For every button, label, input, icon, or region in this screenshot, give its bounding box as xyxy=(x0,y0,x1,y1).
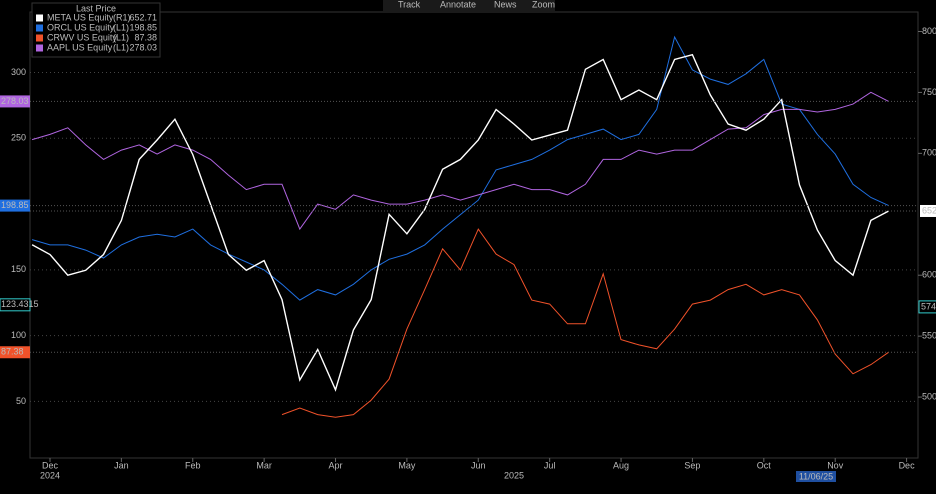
crosshair-label: 574.0 xyxy=(921,301,936,311)
legend-name: CRWV US Equity xyxy=(47,32,117,42)
x-tick-label: May xyxy=(398,460,416,470)
crosshair-date-flag xyxy=(796,471,836,482)
x-tick-label: Jul xyxy=(544,460,556,470)
crosshair-flag xyxy=(918,300,936,314)
y2-tick-label: 500 xyxy=(922,391,936,401)
y-tick-label: 250 xyxy=(11,133,26,143)
last-price-flag xyxy=(0,199,30,212)
toolbar-button[interactable]: Track xyxy=(398,0,421,9)
y-tick-label: 300 xyxy=(11,67,26,77)
legend-name: ORCL US Equity xyxy=(47,22,115,32)
legend-swatch xyxy=(36,14,43,22)
series-line xyxy=(31,53,890,392)
legend-axis: (L1) xyxy=(113,22,129,32)
last-price-flag xyxy=(0,95,30,108)
series-line xyxy=(31,91,889,231)
crosshair-date: 11/06/25 xyxy=(799,471,833,481)
y2-tick-label: 750 xyxy=(922,87,936,97)
legend-value: 198.85 xyxy=(129,22,157,32)
x-tick-label: Jan xyxy=(114,460,129,470)
toolbar-bg xyxy=(383,0,555,11)
legend-name: META US Equity xyxy=(47,12,114,22)
crosshair-flag xyxy=(0,298,31,312)
last-price-flag-label: 87.38 xyxy=(1,347,24,357)
last-price-flag-label: 278.03 xyxy=(1,96,29,106)
series-line xyxy=(281,228,889,418)
legend-axis: (L1) xyxy=(113,42,129,52)
y-tick-label: 100 xyxy=(11,330,26,340)
year-label: 2025 xyxy=(504,470,524,480)
x-tick-label: Sep xyxy=(684,460,700,470)
last-price-flag-label: 652.71 xyxy=(922,205,936,215)
legend-bg xyxy=(31,2,161,58)
legend-value: 652.71 xyxy=(129,12,157,22)
legend-swatch xyxy=(36,24,43,32)
x-tick-label: Feb xyxy=(185,460,201,470)
last-price-flag xyxy=(920,204,936,217)
x-tick-label: Jun xyxy=(471,460,486,470)
y2-tick-label: 700 xyxy=(922,148,936,158)
last-price-flag-label: 198.85 xyxy=(1,200,29,210)
toolbar-button[interactable]: Zoom xyxy=(532,0,555,9)
legend-swatch xyxy=(36,34,43,42)
y-tick-label: 150 xyxy=(11,264,26,274)
toolbar-button[interactable]: News xyxy=(494,0,517,9)
y2-tick-label: 800 xyxy=(922,26,936,36)
crosshair-label: 123.4315 xyxy=(1,299,39,309)
legend-swatch xyxy=(36,44,43,52)
plot-frame xyxy=(29,11,919,459)
year-label: 2024 xyxy=(40,470,60,480)
legend-axis: (L1) xyxy=(113,32,129,42)
x-tick-label: Apr xyxy=(329,460,343,470)
toolbar-button[interactable]: Annotate xyxy=(440,0,476,9)
x-tick-label: Aug xyxy=(613,460,629,470)
x-tick-label: Mar xyxy=(256,460,272,470)
y-tick-label: 50 xyxy=(16,396,26,406)
legend-title: Last Price xyxy=(76,3,116,13)
legend-value: 87.38 xyxy=(134,32,157,42)
x-tick-label: Nov xyxy=(827,460,844,470)
last-price-flag xyxy=(0,346,30,359)
y2-tick-label: 550 xyxy=(922,331,936,341)
legend-value: 278.03 xyxy=(129,42,157,52)
x-tick-label: Oct xyxy=(757,460,772,470)
legend-name: AAPL US Equity xyxy=(47,42,113,52)
legend-axis: (R1) xyxy=(113,12,131,22)
x-tick-label: Dec xyxy=(899,460,916,470)
series-line xyxy=(31,35,889,301)
y2-tick-label: 600 xyxy=(922,270,936,280)
x-tick-label: Dec xyxy=(42,460,59,470)
